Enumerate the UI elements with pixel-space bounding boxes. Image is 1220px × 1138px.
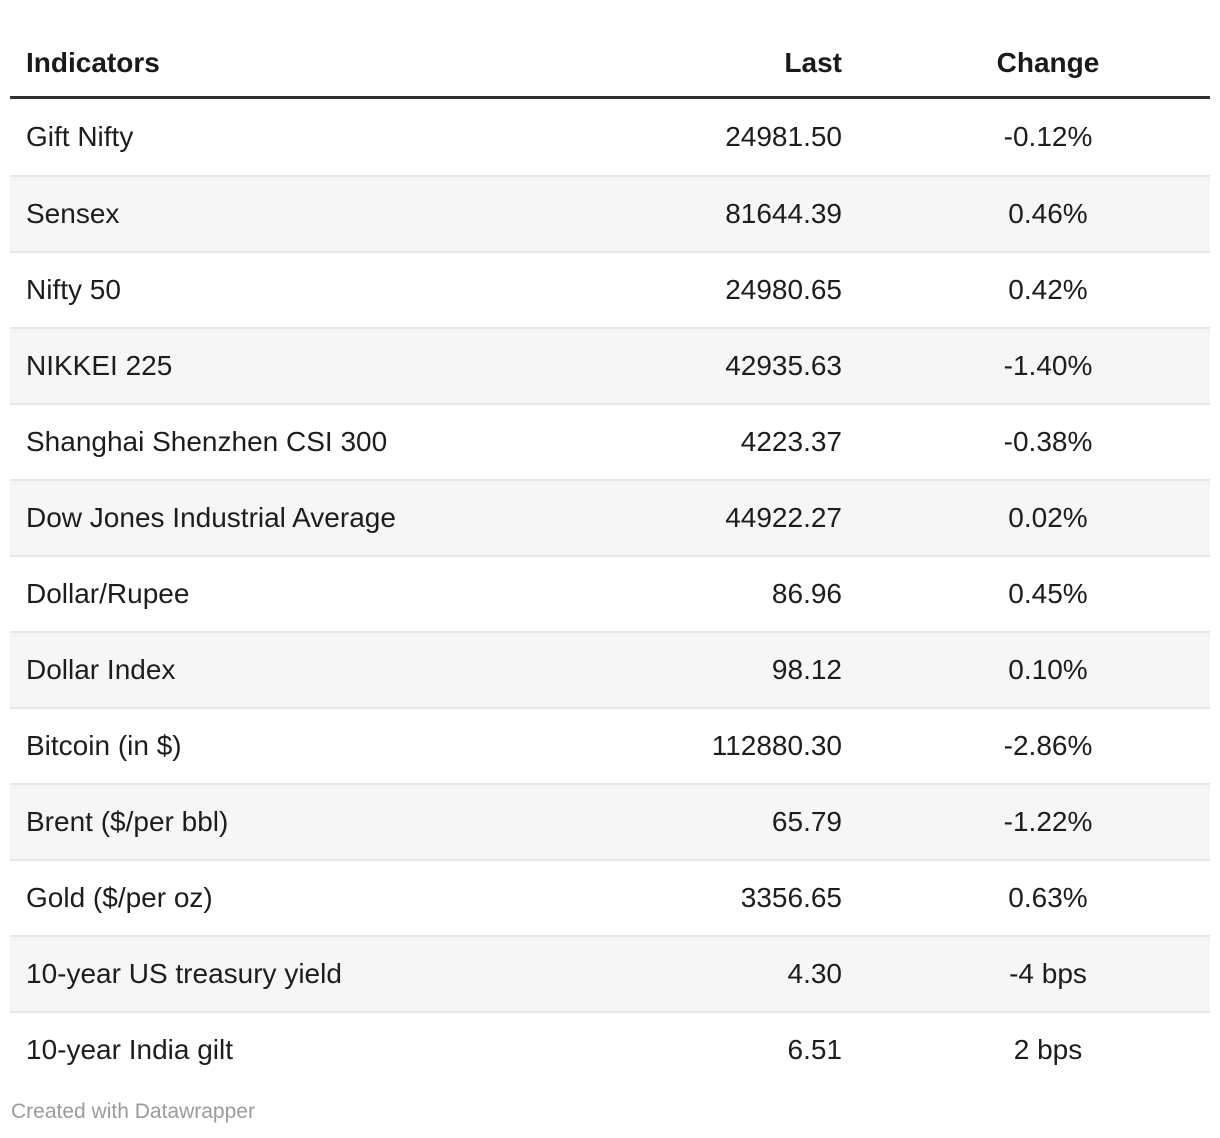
datawrapper-credit-link[interactable]: Created with Datawrapper xyxy=(11,1100,255,1123)
cell-last: 24981.50 xyxy=(725,121,842,152)
header-row: Indicators Last Change xyxy=(10,33,1210,99)
column-header-last: Last xyxy=(686,33,886,99)
cell-last: 98.12 xyxy=(686,631,886,707)
cell-last: 81644.39 xyxy=(686,175,886,251)
cell-last: 6.51 xyxy=(686,1011,886,1087)
table-row: Brent ($/per bbl) 65.79 -1.22% xyxy=(10,783,1210,859)
cell-indicator: Dow Jones Industrial Average xyxy=(10,479,686,555)
column-header-indicators: Indicators xyxy=(10,33,686,99)
cell-last: 42935.63 xyxy=(686,327,886,403)
table-row: Bitcoin (in $) 112880.30 -2.86% xyxy=(10,707,1210,783)
table-row: Shanghai Shenzhen CSI 300 4223.37 -0.38% xyxy=(10,403,1210,479)
table-row: 10-year US treasury yield 4.30 -4 bps xyxy=(10,935,1210,1011)
cell-indicator: Dollar/Rupee xyxy=(10,555,686,631)
table-row: Gold ($/per oz) 3356.65 0.63% xyxy=(10,859,1210,935)
cell-indicator: Shanghai Shenzhen CSI 300 xyxy=(10,403,686,479)
cell-change: -0.12% xyxy=(1003,121,1093,152)
table-row: 10-year India gilt 6.51 2 bps xyxy=(10,1011,1210,1087)
table-row: Nifty 50 24980.65 0.42% xyxy=(10,251,1210,327)
cell-indicator: NIKKEI 225 xyxy=(10,327,686,403)
cell-last: 65.79 xyxy=(686,783,886,859)
cell-indicator: Sensex xyxy=(10,175,686,251)
cell-change: -2.86% xyxy=(886,707,1210,783)
table-row: Dow Jones Industrial Average 44922.27 0.02… xyxy=(10,479,1210,555)
cell-change: 0.02% xyxy=(886,479,1210,555)
cell-change: 0.63% xyxy=(886,859,1210,935)
cell-last: 112880.30 xyxy=(686,707,886,783)
cell-change: 0.45% xyxy=(886,555,1210,631)
cell-last: 4223.37 xyxy=(686,403,886,479)
table-row: Dollar/Rupee 86.96 0.45% xyxy=(10,555,1210,631)
cell-change: -1.40% xyxy=(886,327,1210,403)
cell-indicator: 10-year US treasury yield xyxy=(10,935,686,1011)
table-row: NIKKEI 225 42935.63 -1.40% xyxy=(10,327,1210,403)
table-header: Indicators Last Change xyxy=(10,33,1210,99)
cell-indicator: 10-year India gilt xyxy=(10,1011,686,1087)
table-row: Gift Nifty 24981.50 -0.12% xyxy=(10,99,1210,175)
cell-last: 44922.27 xyxy=(686,479,886,555)
cell-change: 2 bps xyxy=(886,1011,1210,1087)
table-body: Gift Nifty 24981.50 -0.12% Sensex 81644.39 0.… xyxy=(10,99,1210,1087)
indicators-table: Indicators Last Change Gift Nifty 24981.5… xyxy=(10,33,1210,1087)
cell-indicator: Gold ($/per oz) xyxy=(10,859,686,935)
cell-change: -4 bps xyxy=(886,935,1210,1011)
cell-change: -0.38% xyxy=(886,403,1210,479)
cell-indicator: Gift Nifty xyxy=(26,121,134,152)
cell-change: 0.46% xyxy=(886,175,1210,251)
column-header-change: Change xyxy=(886,33,1210,99)
cell-indicator: Nifty 50 xyxy=(10,251,686,327)
cell-last: 86.96 xyxy=(686,555,886,631)
cell-change: 0.10% xyxy=(886,631,1210,707)
table-row: Sensex 81644.39 0.46% xyxy=(10,175,1210,251)
indicators-table-container: Indicators Last Change Gift Nifty 24981.5… xyxy=(10,33,1210,1087)
cell-indicator: Dollar Index xyxy=(10,631,686,707)
cell-change: 0.42% xyxy=(886,251,1210,327)
cell-last: 24980.65 xyxy=(686,251,886,327)
cell-last: 3356.65 xyxy=(686,859,886,935)
cell-change: -1.22% xyxy=(886,783,1210,859)
cell-last: 4.30 xyxy=(686,935,886,1011)
table-row: Dollar Index 98.12 0.10% xyxy=(10,631,1210,707)
cell-indicator: Brent ($/per bbl) xyxy=(10,783,686,859)
cell-indicator: Bitcoin (in $) xyxy=(10,707,686,783)
